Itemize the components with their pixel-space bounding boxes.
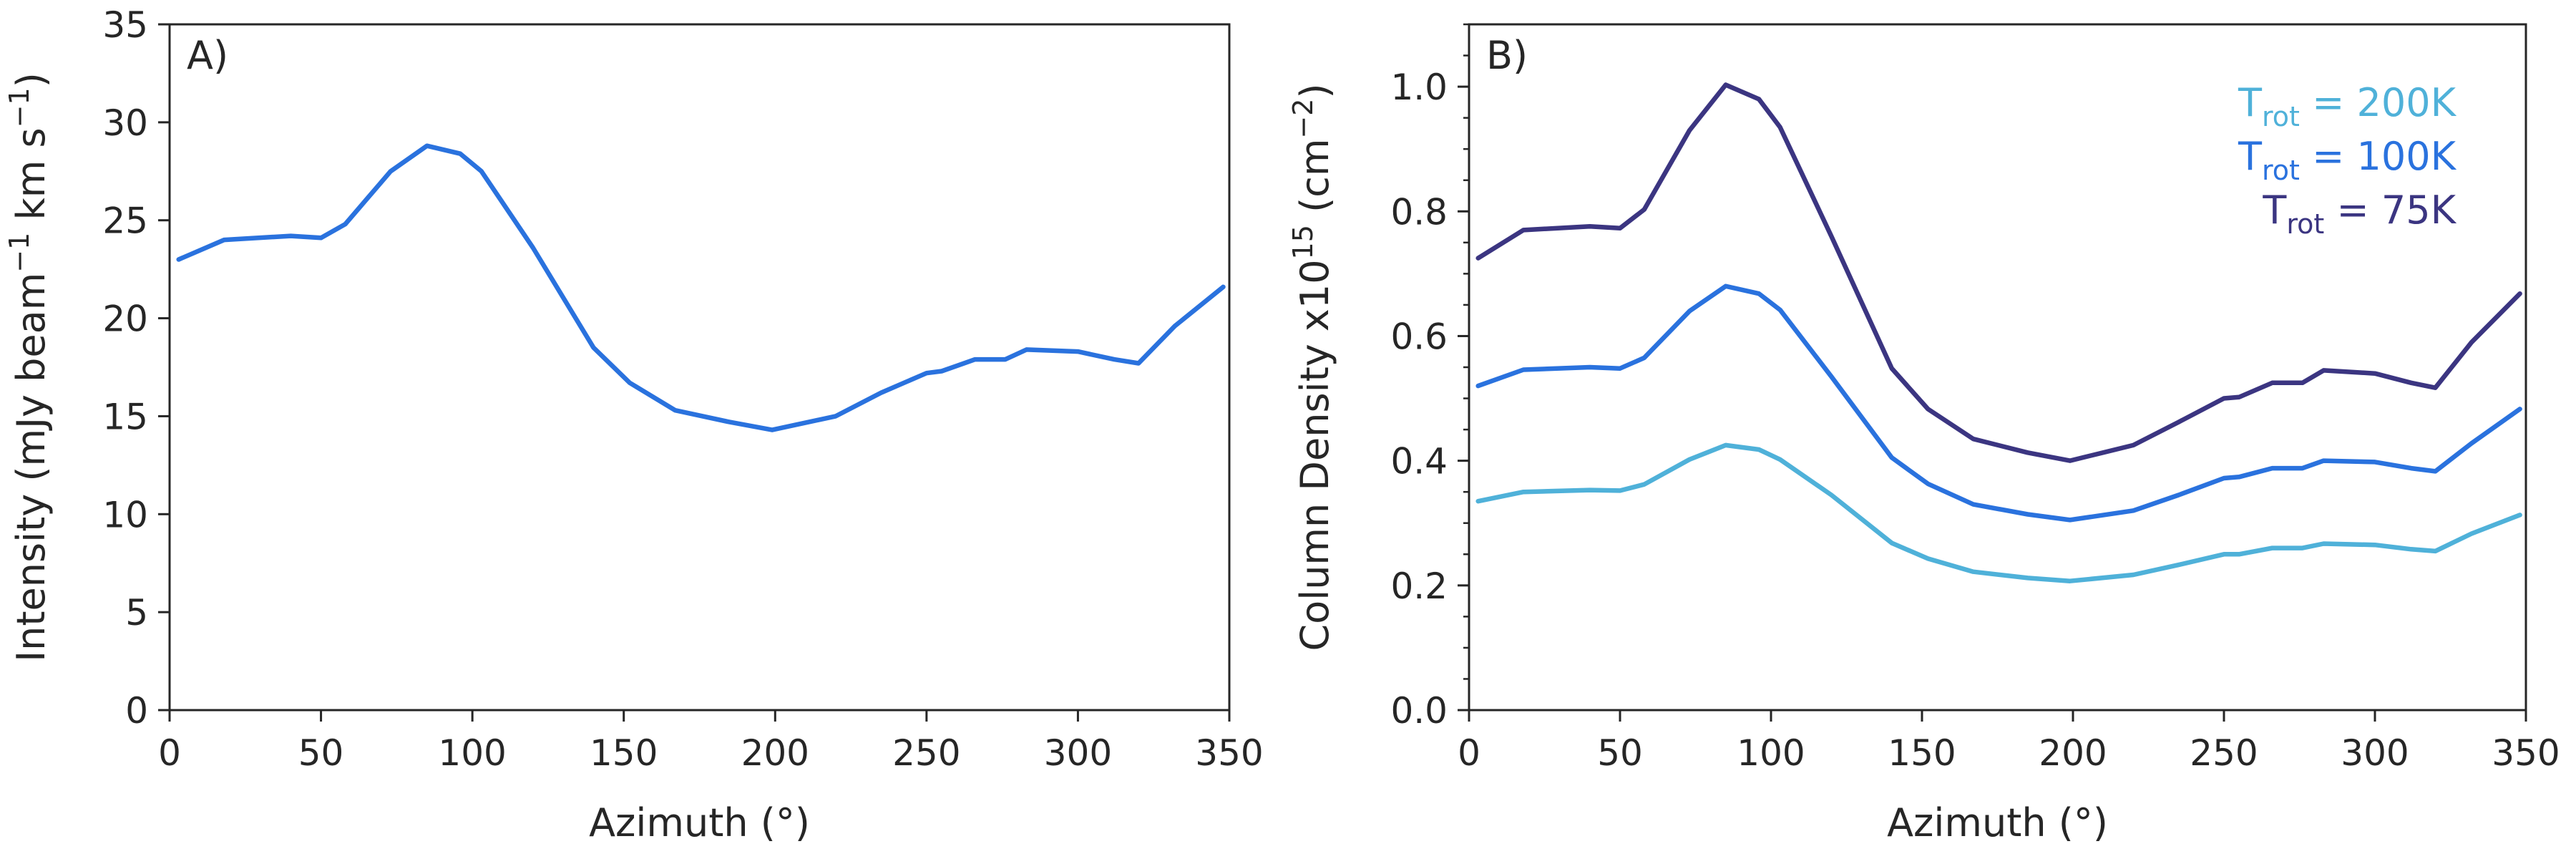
y-tick-label: 0.8 bbox=[1390, 191, 1448, 233]
legend-entry-text: T bbox=[2262, 188, 2287, 233]
y-tick-label: 25 bbox=[102, 200, 148, 242]
y-axis-label-superscript: −1 bbox=[4, 87, 35, 127]
y-axis-label-superscript: −1 bbox=[4, 233, 35, 273]
y-axis-label: Column Density x1015 (cm−2) bbox=[1287, 83, 1337, 651]
x-tick-label: 150 bbox=[1888, 732, 1956, 774]
x-tick-label: 0 bbox=[1458, 732, 1480, 774]
panel-b: 0 50 100 150 200 250 300 350 0.0 0.2 0.4 0.6 0.8 1.0 A… bbox=[1287, 23, 2560, 845]
x-axis-label: Azimuth (°) bbox=[1887, 800, 2108, 845]
y-axis-label-text: ) bbox=[1292, 83, 1337, 98]
axes-frame bbox=[1468, 23, 2527, 712]
y-tick-label: 0.0 bbox=[1390, 690, 1448, 732]
y-tick-label: 0.6 bbox=[1390, 316, 1448, 357]
legend-entry-subscript: rot bbox=[2286, 208, 2324, 240]
legend-entry: Trot = 75K bbox=[2262, 188, 2457, 240]
x-tick-label: 100 bbox=[1737, 732, 1805, 774]
x-tick-label: 200 bbox=[741, 732, 809, 774]
x-tick-label: 50 bbox=[298, 732, 344, 774]
x-tick-label: 350 bbox=[2492, 732, 2560, 774]
legend-entry-text: T bbox=[2238, 134, 2263, 179]
legend-entry-subscript: rot bbox=[2262, 101, 2300, 132]
y-tick-label: 0.2 bbox=[1390, 566, 1448, 607]
series-line-0 bbox=[1475, 442, 2522, 583]
panel-a: 0 50 100 150 200 250 300 350 0 5 10 15 20 25 30 35 Azimu… bbox=[4, 4, 1264, 845]
y-tick-label: 30 bbox=[102, 102, 148, 144]
legend-entry-text: = 200K bbox=[2300, 80, 2457, 125]
x-tick-label: 350 bbox=[1195, 732, 1263, 774]
y-tick-label: 15 bbox=[102, 396, 148, 437]
x-tick-label: 50 bbox=[1597, 732, 1643, 774]
y-tick-label: 20 bbox=[102, 299, 148, 340]
x-tick-label: 250 bbox=[892, 732, 960, 774]
y-axis-label-text: (cm bbox=[1292, 139, 1337, 225]
y-axis-label: Intensity (mJy beam−1 km s−1) bbox=[4, 72, 54, 662]
series-line-0 bbox=[176, 143, 1226, 432]
y-axis-label-text: km s bbox=[9, 127, 54, 232]
legend-entry-subscript: rot bbox=[2262, 155, 2300, 186]
axes-frame bbox=[168, 23, 1231, 712]
x-tick-label: 300 bbox=[2341, 732, 2409, 774]
y-axis-label-superscript: −2 bbox=[1287, 99, 1319, 139]
x-tick-label: 150 bbox=[590, 732, 658, 774]
legend-entry-text: = 75K bbox=[2324, 188, 2457, 233]
y-axis-label-superscript: 15 bbox=[1287, 225, 1319, 259]
x-axis-label: Azimuth (°) bbox=[589, 800, 810, 845]
x-tick-label: 250 bbox=[2190, 732, 2258, 774]
x-tick-label: 300 bbox=[1044, 732, 1112, 774]
series-line-2 bbox=[1475, 82, 2522, 463]
legend-entry: Trot = 200K bbox=[2238, 80, 2457, 132]
panel-label: A) bbox=[187, 33, 228, 78]
y-tick-label: 35 bbox=[102, 4, 148, 46]
y-tick-label: 5 bbox=[125, 592, 148, 634]
y-tick-label: 10 bbox=[102, 494, 148, 535]
y-tick-label: 1.0 bbox=[1390, 67, 1448, 108]
panel-label: B) bbox=[1486, 33, 1528, 78]
legend-entry-text: T bbox=[2238, 80, 2263, 125]
y-axis-label-text: Intensity (mJy beam bbox=[9, 273, 54, 662]
x-tick-label: 100 bbox=[438, 732, 506, 774]
x-tick-label: 0 bbox=[158, 732, 181, 774]
y-axis-label-text: Column Density x10 bbox=[1292, 259, 1337, 651]
legend-entry-text: = 100K bbox=[2300, 134, 2457, 179]
legend-entry: Trot = 100K bbox=[2238, 134, 2457, 186]
x-tick-label: 200 bbox=[2039, 732, 2107, 774]
y-axis-label-text: ) bbox=[9, 72, 54, 87]
y-tick-label: 0.4 bbox=[1390, 441, 1448, 482]
y-tick-label: 0 bbox=[125, 690, 148, 732]
series-line-1 bbox=[1475, 283, 2522, 523]
